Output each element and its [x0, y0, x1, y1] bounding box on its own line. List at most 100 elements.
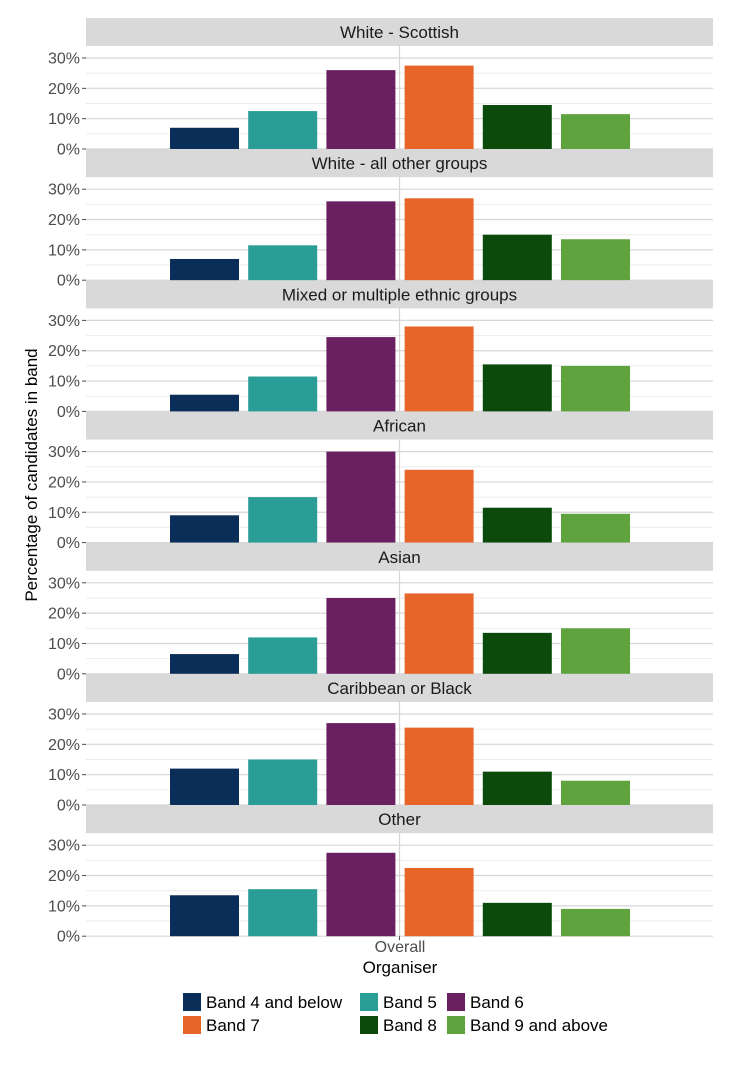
bar-band-6 [326, 201, 396, 281]
y-tick-label: 10% [48, 636, 80, 653]
y-tick-label: 10% [48, 242, 80, 259]
legend-swatch [447, 1016, 465, 1034]
y-tick-label: 0% [57, 798, 80, 815]
y-tick-label: 20% [48, 606, 80, 623]
bar-band-9-and-above [561, 908, 630, 937]
legend-label: Band 6 [470, 993, 524, 1012]
panel-strip [86, 411, 713, 440]
bar-band-4-and-below [170, 258, 239, 281]
legend-label: Band 9 and above [470, 1016, 608, 1035]
panel-title: White - Scottish [340, 23, 459, 42]
panel-other: Other 0% 10% 20% 30% [48, 805, 713, 946]
bar-band-6 [326, 723, 396, 805]
bar-band-6 [326, 597, 396, 674]
panel-asian: Asian 0% 10% 20% 30% [48, 542, 713, 683]
y-tick-label: 30% [48, 182, 80, 199]
bar-band-4-and-below [170, 768, 239, 805]
y-tick-label: 0% [57, 142, 80, 159]
y-tick-label: 30% [48, 838, 80, 855]
y-tick-label: 0% [57, 929, 80, 946]
y-tick-label: 20% [48, 212, 80, 229]
legend-item-band-4-and-below: Band 4 and below [183, 993, 343, 1012]
bar-band-7 [404, 727, 474, 805]
bar-band-8 [482, 105, 552, 149]
bar-band-7 [404, 65, 474, 149]
legend-label: Band 7 [206, 1016, 260, 1035]
y-tick-label: 10% [48, 898, 80, 915]
panel-caribbean-or-black: Caribbean or Black 0% 10% 20% 30% [48, 674, 713, 815]
legend-swatch [360, 1016, 378, 1034]
panel-strip [86, 18, 713, 46]
bar-band-8 [482, 364, 552, 412]
bar-band-7 [404, 593, 474, 674]
bar-band-8 [482, 234, 552, 281]
bar-band-7 [404, 469, 474, 543]
bar-band-4-and-below [170, 394, 239, 412]
y-tick-label: 30% [48, 313, 80, 330]
y-tick-label: 0% [57, 535, 80, 552]
bar-band-5 [248, 637, 318, 674]
panel-strip [86, 805, 713, 834]
panel-african: African 0% 10% 20% 30% [48, 411, 713, 552]
bar-band-8 [482, 632, 552, 674]
legend-item-band-5: Band 5 [360, 993, 437, 1012]
bar-band-4-and-below [170, 127, 239, 149]
panel-white-all-other-groups: White - all other groups 0% 10% 20% 30% [48, 149, 713, 290]
y-tick-label: 10% [48, 505, 80, 522]
bar-band-9-and-above [561, 780, 630, 805]
bar-band-6 [326, 337, 396, 412]
y-tick-label: 10% [48, 767, 80, 784]
bar-band-6 [326, 852, 396, 937]
panel-strip [86, 280, 713, 309]
legend-item-band-8: Band 8 [360, 1016, 437, 1035]
y-tick-label: 20% [48, 81, 80, 98]
bar-band-6 [326, 70, 396, 149]
legend-label: Band 8 [383, 1016, 437, 1035]
legend-item-band-9-and-above: Band 9 and above [447, 1016, 608, 1035]
bar-band-7 [404, 326, 474, 412]
bar-band-8 [482, 771, 552, 805]
y-tick-label: 30% [48, 707, 80, 724]
y-tick-label: 0% [57, 666, 80, 683]
panel-title: Caribbean or Black [327, 679, 472, 698]
panel-title: Asian [378, 548, 421, 567]
bar-band-5 [248, 759, 318, 805]
panel-strip [86, 149, 713, 178]
panel-strip [86, 674, 713, 702]
bar-band-8 [482, 507, 552, 543]
panel-mixed-or-multiple-ethnic-groups: Mixed or multiple ethnic groups 0% 10% 20% 3… [48, 280, 713, 421]
legend-swatch [183, 1016, 201, 1034]
legend-item-band-6: Band 6 [447, 993, 524, 1012]
legend-swatch [447, 993, 465, 1011]
legend-label: Band 4 and below [206, 993, 343, 1012]
y-tick-label: 20% [48, 737, 80, 754]
bar-band-6 [326, 451, 396, 543]
y-tick-label: 10% [48, 374, 80, 391]
x-axis-title: Organiser [363, 958, 438, 977]
panel-title: Mixed or multiple ethnic groups [282, 285, 517, 304]
x-axis: Overall Organiser [363, 936, 438, 977]
bar-band-4-and-below [170, 895, 239, 937]
y-tick-label: 20% [48, 474, 80, 491]
bar-band-9-and-above [561, 628, 630, 674]
panel-title: Other [378, 810, 421, 829]
bar-band-5 [248, 497, 318, 543]
y-tick-label: 20% [48, 868, 80, 885]
legend-swatch [360, 993, 378, 1011]
panel-white-scottish: White - Scottish 0% 10% 20% 30% [48, 18, 713, 159]
bar-band-5 [248, 245, 318, 281]
bar-band-9-and-above [561, 239, 630, 281]
y-axis-title: Percentage of candidates in band [22, 348, 41, 601]
bar-band-5 [248, 889, 318, 937]
y-tick-label: 0% [57, 273, 80, 290]
legend-label: Band 5 [383, 993, 437, 1012]
bar-band-5 [248, 111, 318, 149]
y-tick-label: 30% [48, 575, 80, 592]
bar-band-9-and-above [561, 513, 630, 543]
panel-strip [86, 542, 713, 571]
y-tick-label: 0% [57, 404, 80, 421]
bar-band-7 [404, 867, 474, 937]
y-tick-label: 30% [48, 444, 80, 461]
